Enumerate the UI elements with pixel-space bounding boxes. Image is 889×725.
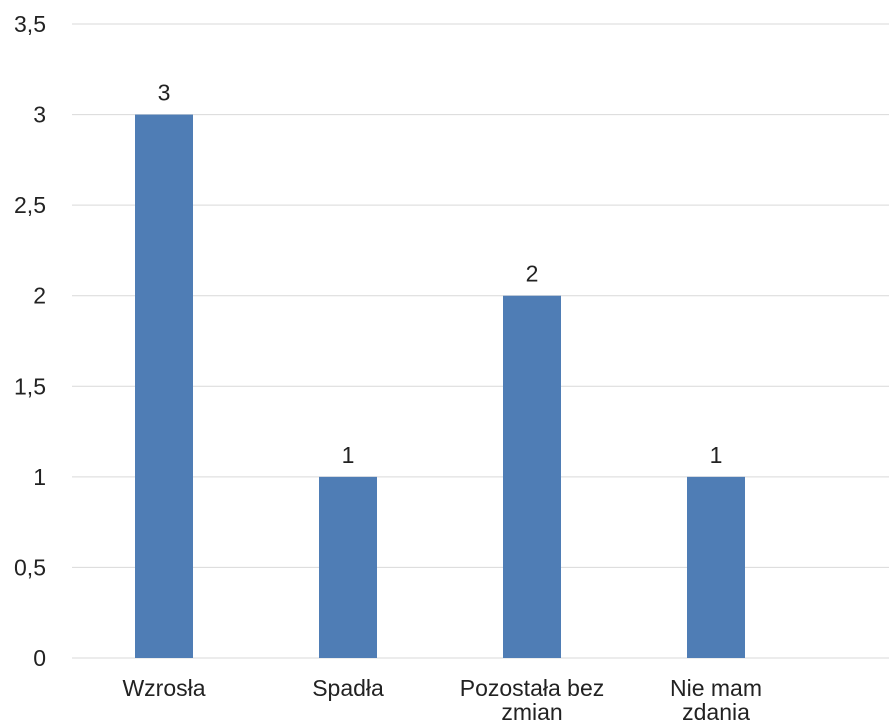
y-tick-label: 2	[33, 283, 46, 309]
x-tick-label: zdania	[682, 699, 750, 720]
bar	[687, 476, 745, 658]
x-tick-label: Nie mam	[670, 675, 762, 701]
data-labels: 3 1 2 1	[158, 80, 723, 468]
gridlines	[72, 23, 889, 659]
x-tick-label: Wzrosła	[122, 675, 205, 701]
y-tick-label: 0	[33, 645, 46, 671]
bar	[135, 114, 193, 659]
y-tick-label: 1	[33, 464, 46, 490]
y-tick-label: 0,5	[14, 554, 46, 580]
bars	[135, 114, 745, 659]
y-tick-label: 3	[33, 102, 46, 128]
y-tick-label: 1,5	[14, 373, 46, 399]
y-tick-label: 3,5	[14, 11, 46, 37]
data-label: 2	[526, 261, 539, 287]
data-label: 3	[158, 80, 171, 106]
x-tick-label: Spadła	[312, 675, 384, 701]
y-tick-label: 2,5	[14, 192, 46, 218]
bar	[503, 295, 561, 658]
bar	[319, 476, 377, 658]
data-label: 1	[710, 442, 723, 468]
data-label: 1	[342, 442, 355, 468]
y-axis-tick-labels: 0 0,5 1 1,5 2 2,5 3 3,5	[14, 11, 46, 671]
x-tick-label: Pozostała bez	[460, 675, 604, 701]
x-tick-label: zmian	[501, 699, 562, 720]
